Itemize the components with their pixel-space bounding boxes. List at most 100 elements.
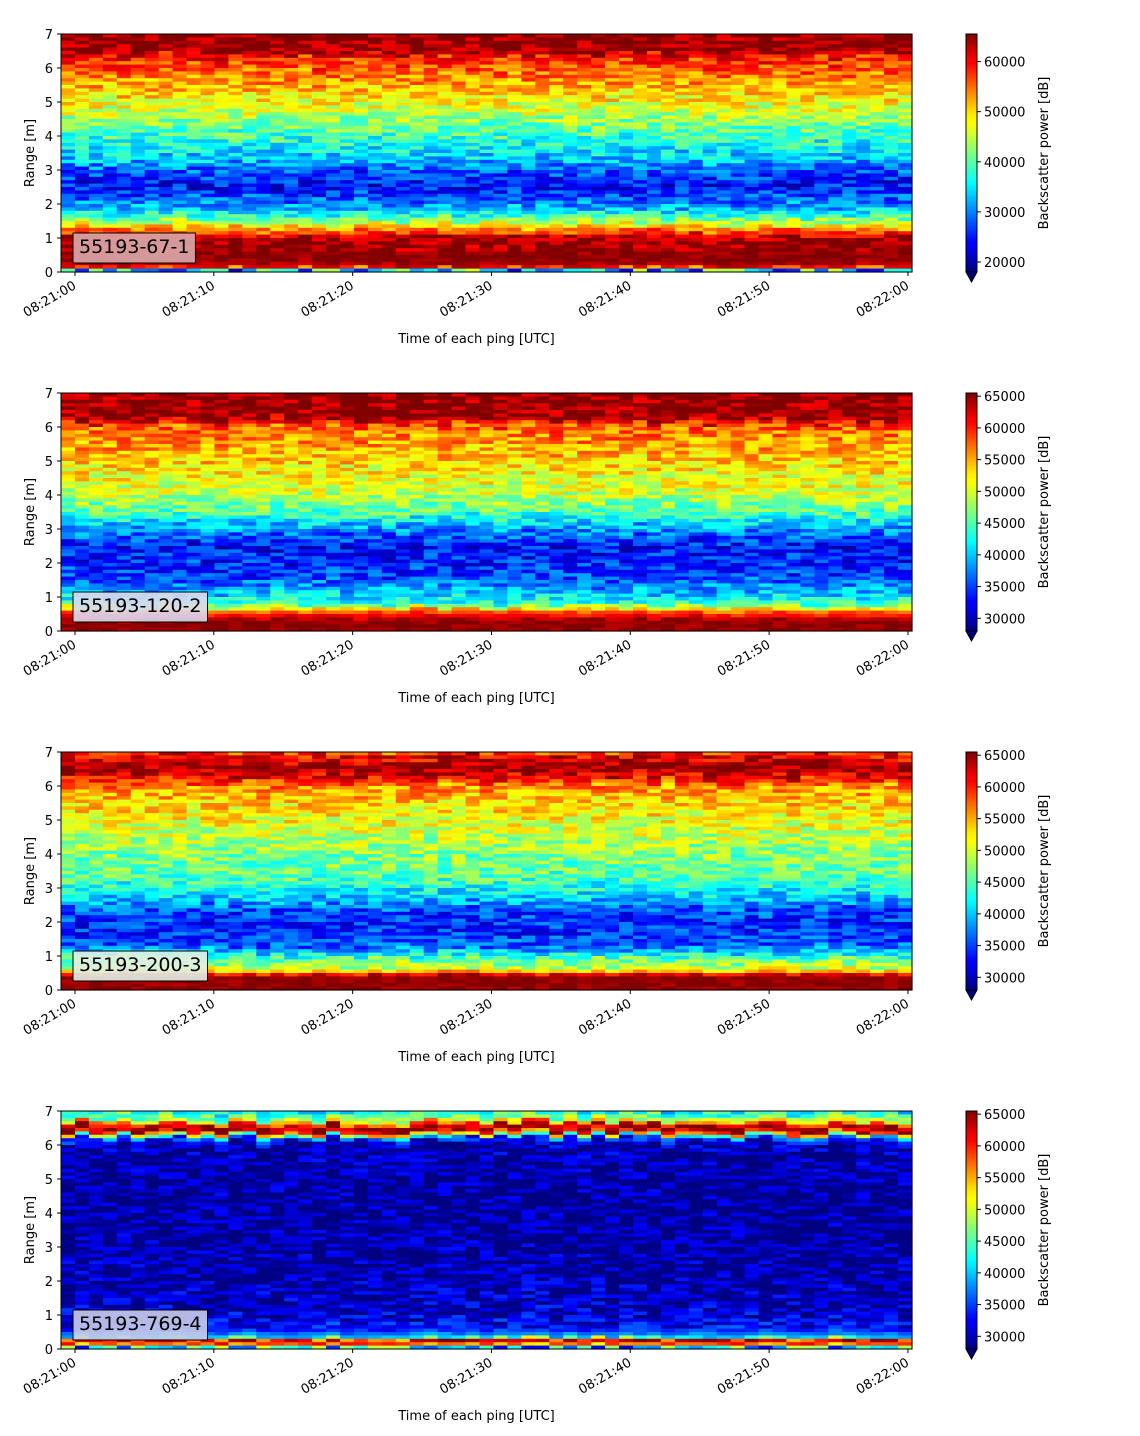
heatmap-cell: [521, 64, 536, 69]
heatmap-cell: [591, 37, 606, 42]
heatmap-cell: [507, 78, 522, 83]
heatmap-cell: [563, 170, 578, 174]
heatmap-cell: [423, 47, 439, 52]
heatmap-cell: [353, 129, 369, 134]
heatmap-cell: [465, 95, 481, 100]
heatmap-cell: [563, 149, 578, 154]
heatmap-cell: [158, 450, 174, 455]
heatmap-cell: [158, 64, 174, 69]
heatmap-cell: [130, 34, 146, 38]
heatmap-cell: [200, 136, 216, 140]
heatmap-cell: [437, 115, 453, 120]
heatmap-cell: [242, 159, 257, 164]
heatmap-cell: [688, 163, 704, 168]
heatmap-cell: [493, 166, 509, 171]
heatmap-cell: [577, 244, 592, 249]
heatmap-cell: [144, 105, 160, 110]
heatmap-cell: [437, 265, 453, 270]
heatmap-cell: [842, 231, 857, 236]
heatmap-cell: [409, 234, 425, 239]
heatmap-cell: [270, 217, 285, 222]
heatmap-cell: [353, 227, 369, 232]
heatmap-cell: [493, 119, 509, 123]
heatmap-cell: [353, 268, 369, 273]
heatmap-cell: [549, 197, 564, 202]
heatmap-cell: [563, 146, 578, 151]
heatmap-cell: [535, 244, 550, 249]
heatmap-cell: [242, 68, 257, 72]
heatmap-cell: [381, 88, 397, 93]
heatmap-cell: [632, 163, 648, 168]
heatmap-cell: [493, 51, 509, 55]
heatmap-cell: [158, 136, 174, 140]
heatmap-cell: [353, 71, 369, 76]
heatmap-cell: [298, 200, 313, 205]
heatmap-cell: [549, 258, 564, 263]
heatmap-cell: [144, 265, 160, 270]
heatmap-cell: [744, 231, 760, 236]
heatmap-cell: [479, 163, 495, 168]
heatmap-cell: [856, 180, 871, 185]
heatmap-cell: [381, 64, 397, 69]
heatmap-cell: [409, 40, 425, 45]
heatmap-cell: [200, 139, 216, 144]
heatmap-cell: [214, 200, 230, 205]
heatmap-cell: [591, 68, 606, 72]
heatmap-cell: [312, 176, 327, 181]
heatmap-cell: [326, 88, 341, 93]
heatmap-cell: [61, 501, 76, 506]
heatmap-cell: [898, 139, 913, 144]
heatmap-cell: [688, 173, 704, 178]
heatmap-cell: [437, 88, 453, 93]
heatmap-cell: [367, 193, 383, 198]
heatmap-cell: [898, 231, 913, 236]
heatmap-cell: [130, 484, 146, 489]
heatmap-cell: [256, 265, 271, 270]
heatmap-cell: [381, 183, 397, 188]
heatmap-cell: [312, 44, 327, 49]
heatmap-cell: [200, 64, 216, 69]
heatmap-cell: [437, 95, 453, 100]
heatmap-cell: [381, 265, 397, 270]
heatmap-cell: [395, 170, 411, 174]
heatmap-cell: [437, 180, 453, 185]
heatmap-cell: [605, 261, 620, 266]
heatmap-cell: [549, 44, 564, 49]
heatmap-cell: [284, 176, 299, 181]
heatmap-cell: [577, 227, 592, 232]
heatmap-cell: [214, 265, 230, 270]
heatmap-cell: [563, 159, 578, 164]
heatmap-cell: [451, 132, 467, 137]
heatmap-cell: [144, 227, 160, 232]
heatmap-cell: [758, 207, 774, 212]
heatmap-cell: [898, 207, 913, 212]
heatmap-cell: [842, 224, 857, 229]
heatmap-cell: [702, 180, 718, 185]
heatmap-cell: [563, 132, 578, 137]
heatmap-cell: [507, 265, 522, 270]
heatmap-cell: [270, 261, 285, 266]
heatmap-cell: [786, 129, 801, 134]
heatmap-cell: [353, 190, 369, 195]
heatmap-cell: [465, 68, 481, 72]
heatmap-cell: [437, 68, 453, 72]
heatmap-cell: [786, 180, 801, 185]
heatmap-cell: [312, 163, 327, 168]
heatmap-cell: [591, 129, 606, 134]
heatmap-cell: [172, 156, 188, 161]
heatmap-cell: [521, 214, 536, 219]
heatmap-cell: [74, 139, 90, 144]
heatmap-cell: [74, 187, 90, 191]
heatmap-cell: [437, 224, 453, 229]
heatmap-cell: [577, 85, 592, 89]
heatmap-cell: [423, 190, 439, 195]
heatmap-cell: [591, 248, 606, 253]
heatmap-cell: [437, 40, 453, 45]
heatmap-cell: [395, 78, 411, 83]
heatmap-cell: [591, 146, 606, 151]
heatmap-cell: [437, 183, 453, 188]
heatmap-cell: [465, 190, 481, 195]
heatmap-cell: [270, 115, 285, 120]
heatmap-cell: [186, 221, 202, 225]
heatmap-cell: [437, 207, 453, 212]
